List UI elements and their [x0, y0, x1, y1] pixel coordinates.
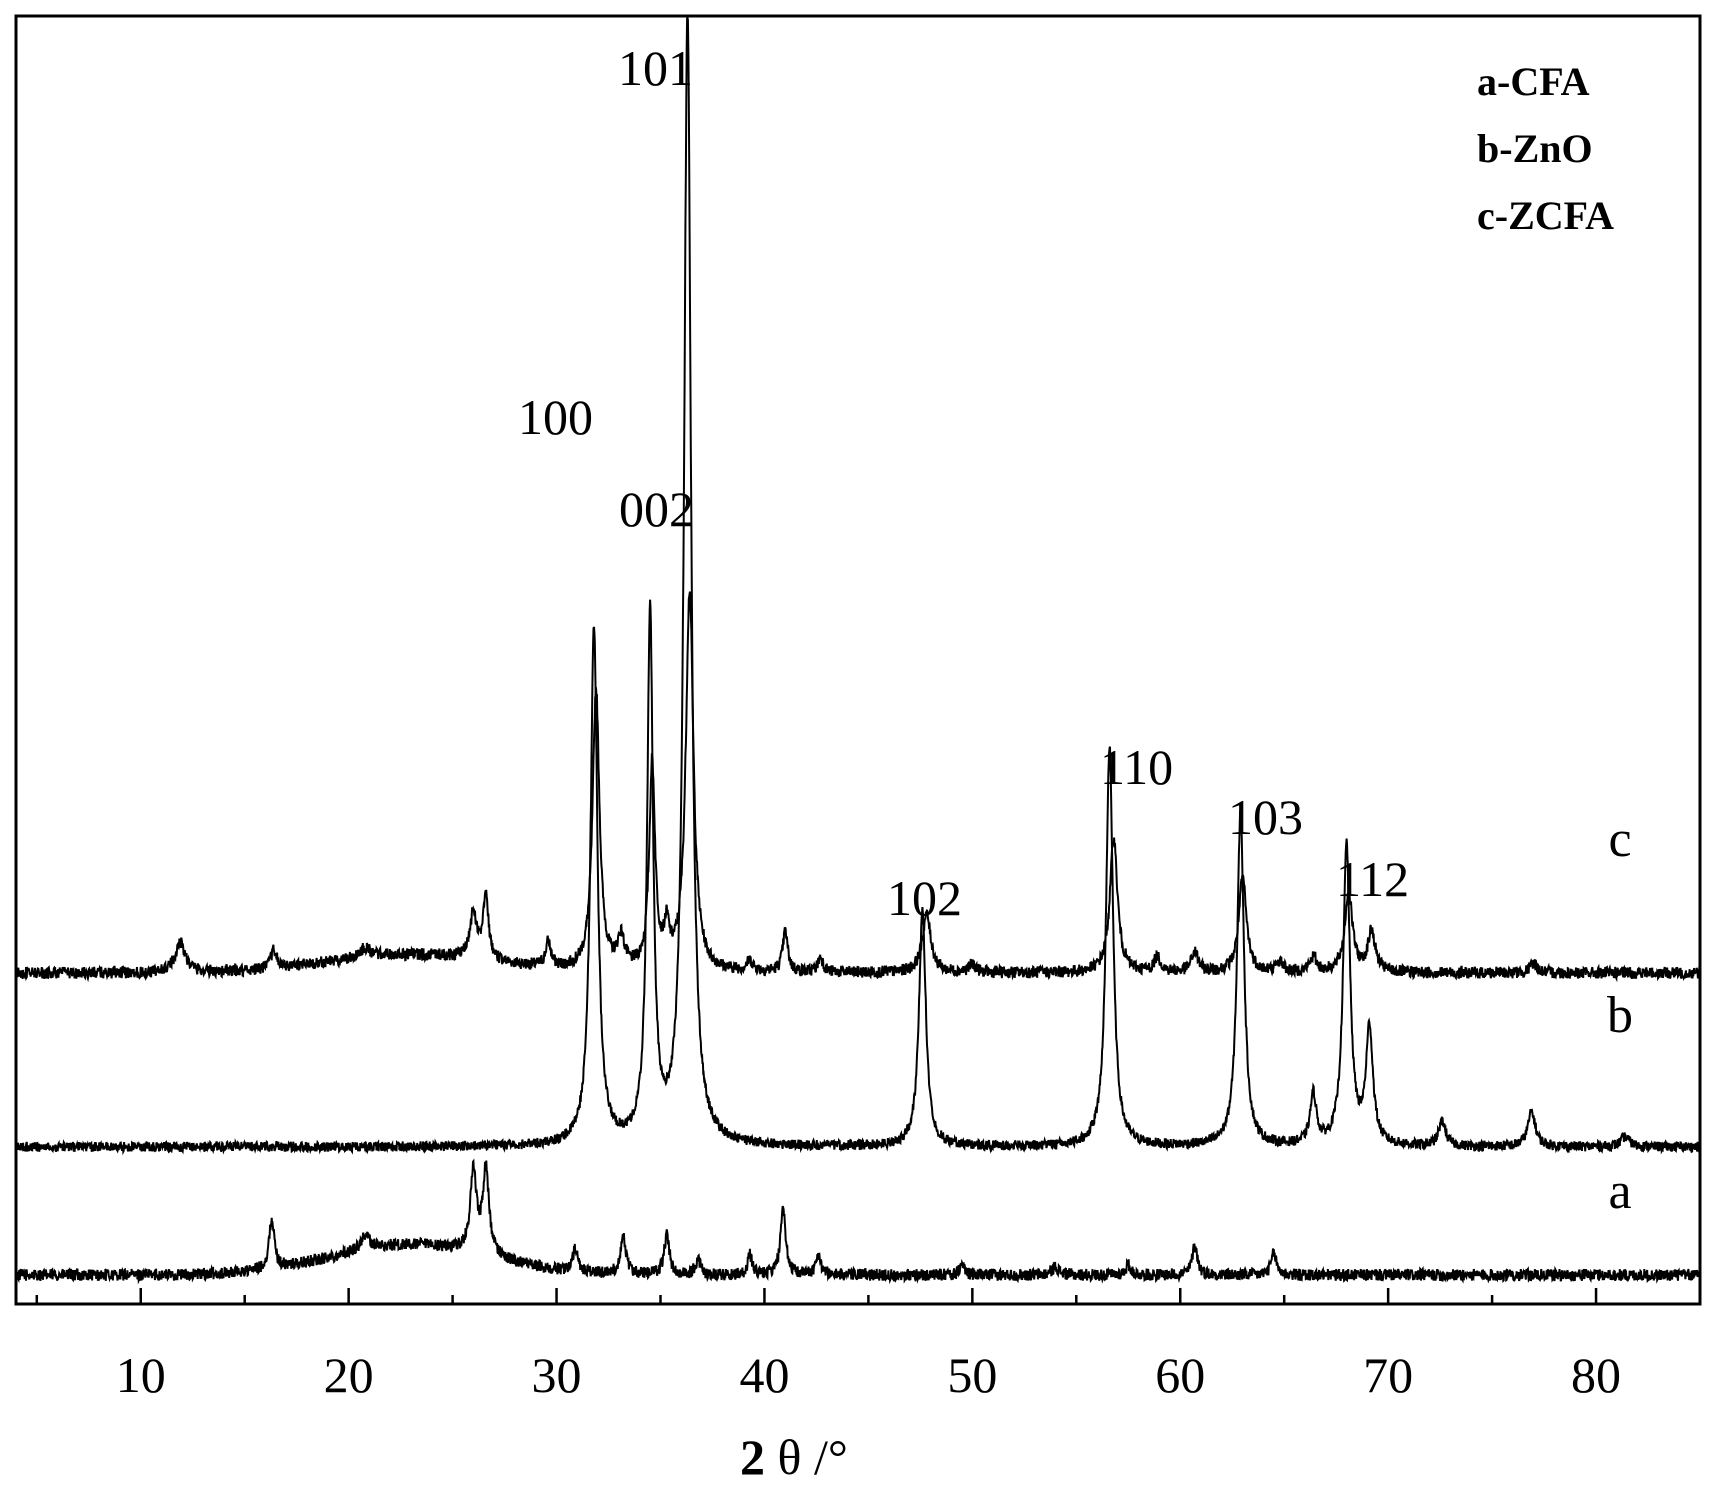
- x-tick-label-80: 80: [1571, 1347, 1621, 1403]
- x-axis-title-bold: 2: [740, 1429, 765, 1485]
- x-axis-title-rest: θ /°: [765, 1429, 848, 1485]
- x-tick-label-60: 60: [1155, 1347, 1205, 1403]
- x-tick-label-70: 70: [1363, 1347, 1413, 1403]
- trace-label-a: a: [1608, 1163, 1631, 1220]
- peak-label-100: 100: [518, 389, 593, 445]
- x-tick-label-10: 10: [116, 1347, 166, 1403]
- series-a-line: [15, 1158, 1701, 1285]
- trace-label-b: b: [1607, 987, 1633, 1044]
- legend-entry-zcfa: c-ZCFA: [1477, 193, 1614, 238]
- series-c-line: [15, 591, 1701, 983]
- trace-label-c: c: [1608, 811, 1631, 868]
- x-tick-label-20: 20: [324, 1347, 374, 1403]
- x-axis-ticks: [35, 1288, 1702, 1304]
- peak-label-101: 101: [618, 40, 693, 96]
- plot-frame: [14, 14, 1702, 1306]
- x-axis-tick-labels: 10 20 30 40 50 60 70 80: [116, 1347, 1621, 1403]
- series-traces: [15, 16, 1701, 1285]
- x-tick-label-30: 30: [532, 1347, 582, 1403]
- x-axis-title: 2 θ /°: [740, 1429, 848, 1485]
- legend: a-CFA b-ZnO c-ZCFA: [1477, 59, 1614, 238]
- series-b-line: [15, 16, 1701, 1156]
- peak-label-103: 103: [1228, 789, 1303, 845]
- legend-entry-cfa: a-CFA: [1477, 59, 1590, 104]
- peak-label-112: 112: [1336, 851, 1409, 907]
- peak-label-002: 002: [619, 481, 694, 537]
- x-tick-label-50: 50: [947, 1347, 997, 1403]
- peak-label-110: 110: [1100, 739, 1173, 795]
- peak-label-102: 102: [887, 870, 962, 926]
- x-tick-label-40: 40: [739, 1347, 789, 1403]
- legend-entry-zno: b-ZnO: [1477, 126, 1593, 171]
